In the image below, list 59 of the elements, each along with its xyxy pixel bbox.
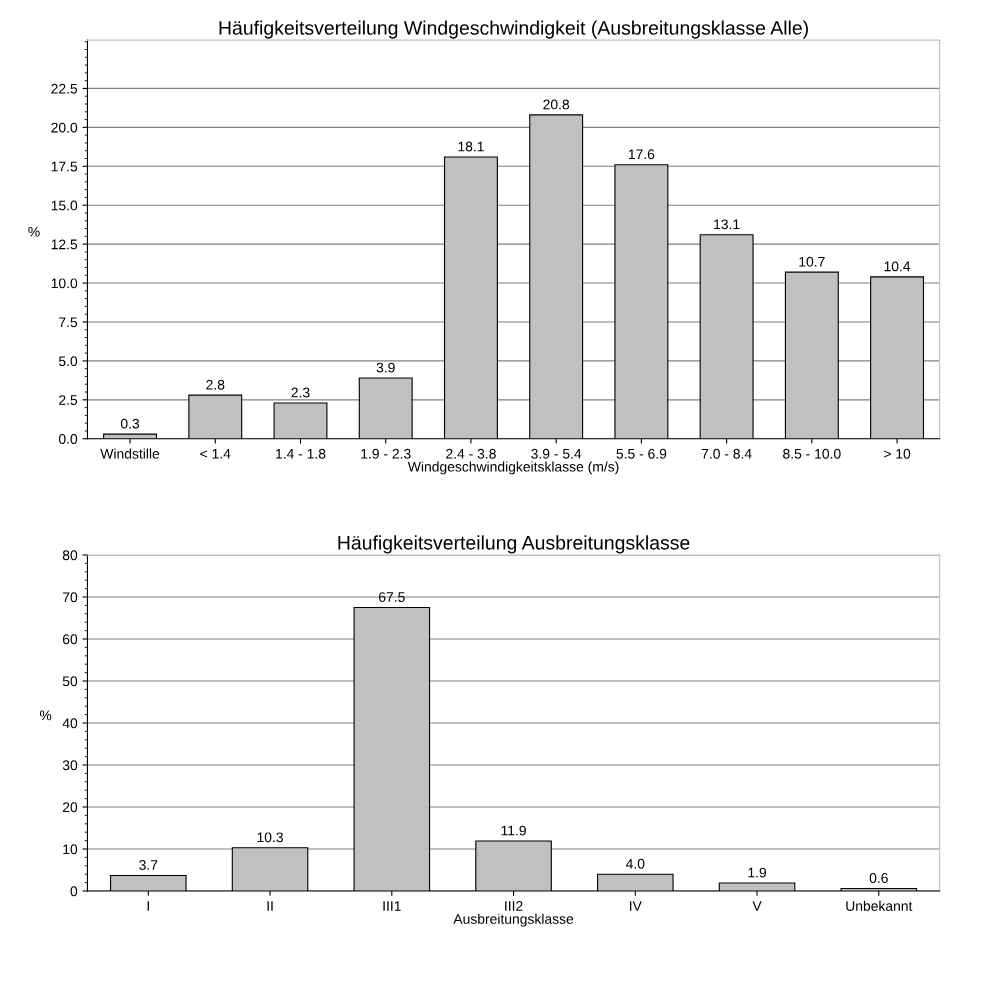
- y-axis-title: %: [39, 710, 52, 721]
- y-tick-label: 0.0: [58, 434, 78, 444]
- chart-title: Häufigkeitsverteilung Ausbreitungsklasse: [338, 535, 690, 554]
- x-tick-label: < 1.4: [200, 448, 231, 459]
- x-tick-label: 2.4 - 3.8: [446, 448, 496, 459]
- y-tick-label: 50: [62, 676, 78, 687]
- data-label: 1.9: [748, 867, 767, 878]
- y-axis-title: %: [28, 226, 40, 237]
- y-tick-label: 70: [62, 592, 78, 603]
- data-label: 13.1: [714, 219, 740, 230]
- x-tick-label: V: [752, 901, 762, 911]
- data-label: 10.3: [257, 832, 283, 843]
- y-tick-label: 20.0: [51, 122, 78, 133]
- data-label: 10.4: [884, 261, 911, 272]
- y-tick-label: 22.5: [51, 83, 78, 94]
- data-label: 11.9: [501, 825, 526, 836]
- data-label: 18.1: [458, 141, 484, 152]
- x-tick-label: Windstille: [100, 448, 160, 459]
- x-tick-label: III2: [505, 901, 523, 911]
- x-axis-title: Ausbreitungsklasse: [453, 913, 574, 927]
- data-label: 4.0: [625, 858, 645, 869]
- data-label: 0.6: [869, 873, 888, 883]
- y-tick-label: 40: [62, 718, 78, 729]
- x-tick-label: 1.4 - 1.8: [276, 448, 326, 459]
- y-tick-label: 30: [62, 760, 78, 771]
- x-tick-label: 8.5 - 10.0: [783, 448, 841, 459]
- x-tick-label: Unbekannt: [846, 900, 913, 911]
- y-tick-label: 10: [63, 844, 78, 855]
- x-tick-label: III1: [383, 901, 401, 911]
- y-tick-label: 17.5: [51, 161, 78, 172]
- x-tick-label: 7.0 - 8.4: [701, 448, 752, 459]
- x-tick-label: I: [147, 901, 149, 911]
- y-tick-label: 12.5: [51, 239, 78, 250]
- x-axis-title: Windgeschwindigkeitsklasse (m/s): [407, 461, 619, 475]
- x-tick-label: IV: [630, 901, 642, 911]
- data-label: 3.9: [376, 362, 395, 373]
- y-tick-label: 20: [62, 802, 78, 813]
- x-tick-label: 1.9 - 2.3: [361, 448, 411, 459]
- y-tick-label: 2.5: [59, 395, 78, 405]
- data-label: 20.8: [543, 99, 570, 110]
- data-label: 2.8: [206, 379, 225, 390]
- data-label: 10.7: [799, 256, 825, 267]
- y-tick-label: 80: [62, 550, 78, 561]
- x-tick-label: II: [267, 901, 273, 911]
- y-tick-label: 10.0: [51, 278, 78, 289]
- y-tick-label: 15.0: [51, 200, 78, 211]
- data-label: 17.6: [628, 149, 655, 160]
- y-tick-label: 60: [62, 634, 78, 645]
- x-tick-label: 5.5 - 6.9: [616, 448, 667, 459]
- y-tick-label: 0: [70, 886, 78, 897]
- chart-title: Häufigkeitsverteilung Windgeschwindigkeit (Ausbreitungsklasse Alle): [219, 20, 808, 39]
- data-label: 2.3: [291, 387, 310, 398]
- x-tick-label: 3.9 - 5.4: [531, 448, 582, 459]
- y-tick-label: 5.0: [58, 356, 78, 367]
- y-tick-label: 7.5: [59, 317, 78, 328]
- x-tick-label: > 10: [884, 448, 911, 459]
- data-label: 67.5: [379, 592, 405, 602]
- data-label: 0.3: [120, 418, 140, 429]
- data-label: 3.7: [139, 860, 158, 870]
